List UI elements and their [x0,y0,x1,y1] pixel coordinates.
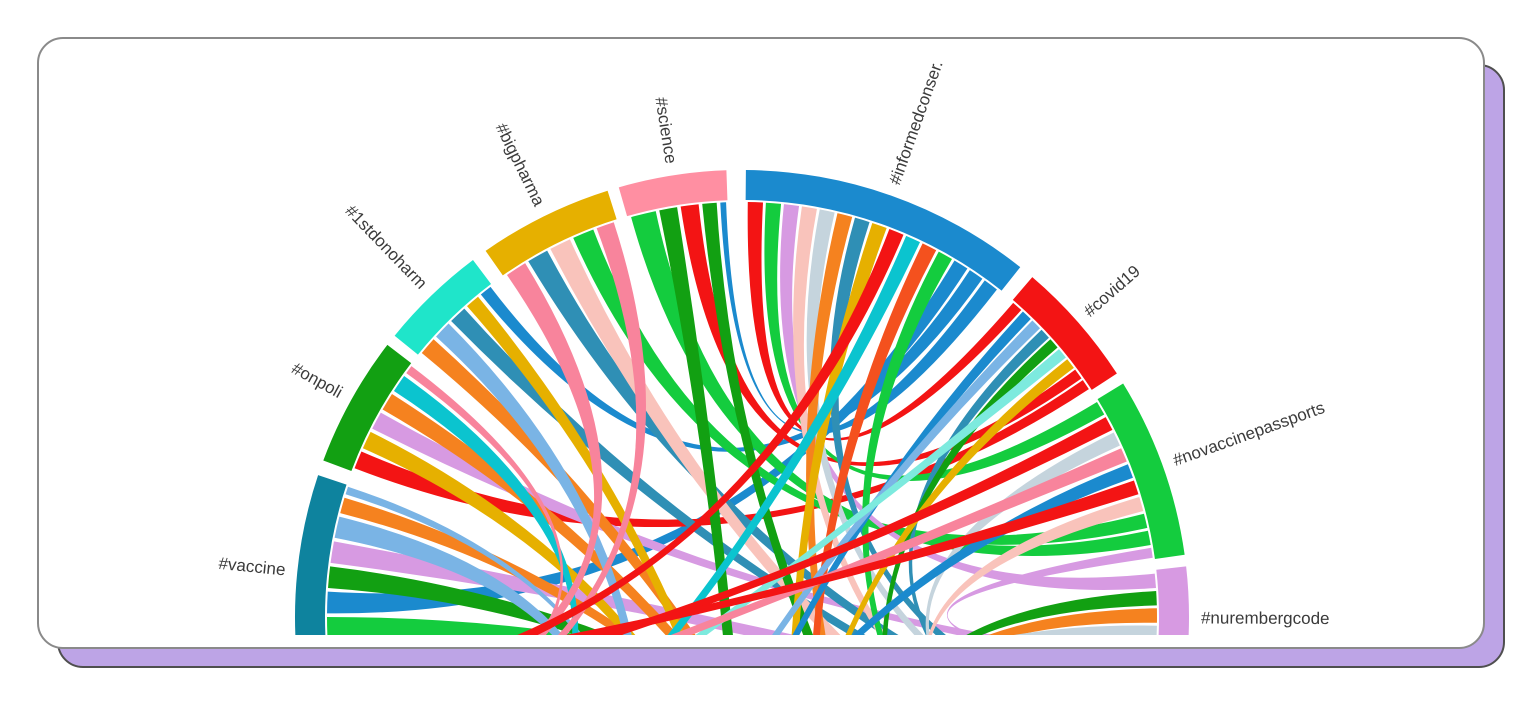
arc-covid19 [1012,277,1117,390]
ribbon [480,270,983,452]
label-wrap-1stdonoharm: #1stdonoharm [342,201,431,292]
ribbon [451,308,866,635]
arc-nurembergcode [1156,566,1189,635]
ribbon [557,222,646,635]
label-wrap-science: #science [651,96,680,165]
ribbon [695,349,1066,635]
label-wrap-nurembergcode: #nurembergcode [1201,608,1330,628]
ribbon [806,213,853,635]
ribbon [327,617,584,635]
label-nurembergcode: #nurembergcode [1201,608,1330,628]
ribbons-group [327,202,1157,635]
ribbon [1014,625,1157,635]
ribbon [925,432,1120,635]
ribbon [659,207,733,635]
label-science: #science [651,96,680,165]
ribbon [928,497,1144,635]
ribbon [550,239,841,635]
arc-bigpharma [485,190,617,276]
ribbon [436,323,632,635]
ribbon [988,608,1157,635]
label-onpoli: #onpoli [288,359,345,402]
arc-onpoli [323,344,412,471]
arcs-group [295,170,1189,635]
ribbon [340,497,634,635]
arc-novaccinepassports [1097,383,1185,559]
ribbon [806,209,924,635]
chord-diagram: #vaccine #onpoli #1stdonoharm #bigpharma #sc… [218,58,1330,635]
label-wrap-onpoli: #onpoli [288,359,345,402]
label-covid19: #covid19 [1080,262,1144,321]
label-wrap-informedconser: #informedconser. [885,58,946,187]
ribbon [467,296,685,635]
arc-vaccine [295,475,347,635]
ribbon [393,376,579,635]
label-wrap-bigpharma: #bigpharma [492,120,549,209]
ribbon [966,590,1157,635]
ribbon [667,235,921,635]
chart-card: #vaccine #onpoli #1stdonoharm #bigpharma #sc… [37,37,1485,649]
ribbon [772,320,1041,635]
arc-1stdonoharm [394,260,492,355]
ribbon [362,431,636,635]
label-1stdonoharm: #1stdonoharm [342,201,431,292]
ribbon [382,394,679,635]
label-wrap-vaccine: #vaccine [218,554,287,580]
arc-science [618,170,728,217]
arc-informedconser [745,170,1021,291]
ribbon [791,222,887,635]
label-vaccine: #vaccine [218,554,287,580]
ribbon [670,448,1127,635]
ribbon [702,202,814,635]
label-wrap-novaccinepassports: #novaccinepassports [1170,398,1327,470]
ribbon [862,251,952,635]
label-bigpharma: #bigpharma [492,120,549,209]
label-informedconser: #informedconser. [885,58,946,187]
ribbon [334,516,563,635]
ribbon [792,311,1031,635]
ribbon [947,547,1153,635]
label-novaccinepassports: #novaccinepassports [1170,398,1327,470]
ribbon [345,486,583,635]
label-wrap-covid19: #covid19 [1080,262,1144,321]
ribbon [506,263,603,635]
ribbon [852,464,1133,635]
ribbon [528,250,899,635]
